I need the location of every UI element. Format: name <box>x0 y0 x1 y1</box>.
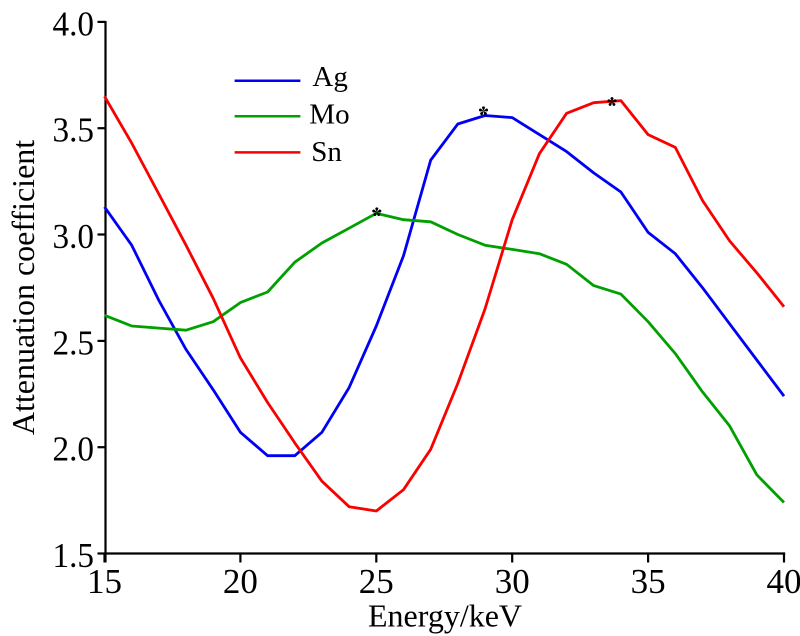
svg-text:30: 30 <box>495 562 530 601</box>
svg-text:Ag: Ag <box>312 61 347 93</box>
svg-text:25: 25 <box>359 562 394 601</box>
svg-text:Mo: Mo <box>309 98 349 130</box>
svg-text:Energy/keV: Energy/keV <box>368 598 522 634</box>
svg-text:35: 35 <box>631 562 666 601</box>
svg-text:Attenuation coefficient: Attenuation coefficient <box>5 140 41 435</box>
svg-text:2.5: 2.5 <box>53 323 95 362</box>
svg-text:40: 40 <box>767 562 800 601</box>
svg-text:4.0: 4.0 <box>53 4 95 43</box>
svg-text:2.0: 2.0 <box>53 430 95 469</box>
svg-text:Sn: Sn <box>311 136 342 168</box>
svg-text:15: 15 <box>87 562 122 601</box>
svg-text:3.5: 3.5 <box>53 111 95 150</box>
svg-text:20: 20 <box>223 562 258 601</box>
svg-text:3.0: 3.0 <box>53 217 95 256</box>
svg-text:1.5: 1.5 <box>53 536 95 575</box>
